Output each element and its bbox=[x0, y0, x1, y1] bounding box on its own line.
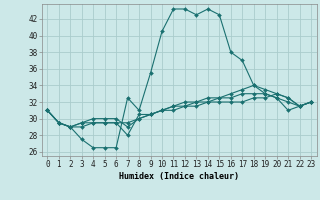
X-axis label: Humidex (Indice chaleur): Humidex (Indice chaleur) bbox=[119, 172, 239, 181]
